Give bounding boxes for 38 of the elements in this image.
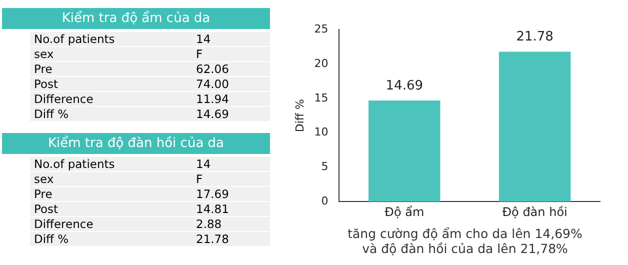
y-axis-title: Diff % (293, 99, 306, 132)
text: F (196, 47, 203, 61)
text: 21.78 (196, 232, 229, 246)
text: tăng cường độ ẩm cho da lên 14,69% và độ đàn hồi của da lên 21,78% (346, 226, 584, 256)
text: 14 (196, 32, 211, 46)
x-tick-label: Độ ẩm (384, 204, 424, 219)
category-label: Post (33, 202, 60, 216)
category-label: No.of patients (33, 32, 116, 46)
category-label: Diff % (33, 232, 70, 246)
category-label: sex (33, 47, 55, 61)
data-label: 21.78 (516, 30, 554, 45)
text: 14.81 (196, 202, 229, 216)
y-tick-label: 5 (321, 160, 328, 174)
y-tick-label: 25 (314, 22, 328, 36)
text: 17.69 (196, 187, 229, 201)
text: 2.88 (196, 217, 222, 231)
category-label: No.of patients (33, 157, 116, 171)
category-label: Diff % (33, 107, 70, 121)
y-tick-label: 10 (314, 126, 328, 139)
category-label: Post (33, 77, 60, 91)
text: 74.00 (196, 77, 229, 91)
text: Kiểm tra độ ẩm của da (2, 8, 270, 29)
category-label: Pre (33, 62, 54, 76)
category-label: sex (33, 172, 55, 186)
text: F (196, 172, 203, 186)
text: 11.94 (196, 92, 229, 106)
category-label: Difference (33, 217, 94, 231)
x-tick-label: Độ đàn hồi (502, 204, 568, 219)
y-tick-label: 20 (314, 56, 328, 70)
text: 62.06 (196, 62, 229, 76)
category-label: Difference (33, 92, 94, 106)
data-label: 14.69 (386, 78, 424, 94)
text: 14.69 (196, 107, 229, 121)
y-tick-label: 15 (314, 91, 328, 104)
text: 14 (196, 157, 211, 171)
y-tick-label: 0 (321, 194, 328, 208)
text: Kiểm tra độ đàn hồi của da (2, 133, 270, 154)
category-label: Pre (33, 187, 54, 201)
